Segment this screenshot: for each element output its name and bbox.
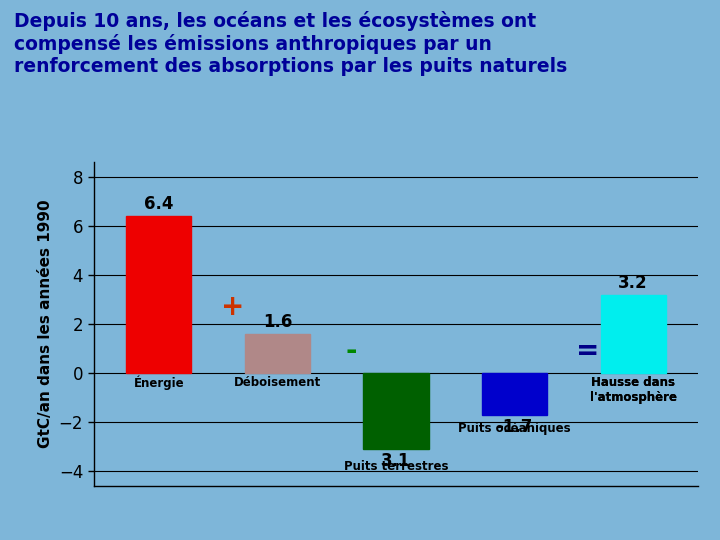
Text: 3.1: 3.1 [382, 452, 410, 470]
Text: Déboisement: Déboisement [234, 375, 321, 389]
Text: Énergie: Énergie [133, 375, 184, 390]
Text: =: = [577, 337, 600, 365]
Text: 1.6: 1.6 [263, 313, 292, 331]
Bar [245, 334, 310, 373]
Text: +: + [220, 293, 244, 321]
Bar [482, 373, 547, 415]
Text: Puits océaniques: Puits océaniques [458, 422, 571, 435]
Text: 6.4: 6.4 [144, 195, 174, 213]
Bar [364, 373, 428, 449]
Text: -: - [345, 337, 356, 365]
Text: Puits terrestres: Puits terrestres [343, 460, 449, 473]
Text: Hausse dans
l'atmosphère: Hausse dans l'atmosphère [590, 375, 677, 403]
Bar [600, 294, 666, 373]
Text: -1.7: -1.7 [496, 418, 533, 436]
Bar [126, 216, 192, 373]
Text: 3.2: 3.2 [618, 274, 648, 292]
Text: Hausse dans
l'atmosphère: Hausse dans l'atmosphère [590, 375, 677, 403]
Y-axis label: GtC/an dans les années 1990: GtC/an dans les années 1990 [38, 200, 53, 448]
Text: Depuis 10 ans, les océans et les écosystèmes ont
compensé les émissions anthropi: Depuis 10 ans, les océans et les écosyst… [14, 11, 567, 76]
